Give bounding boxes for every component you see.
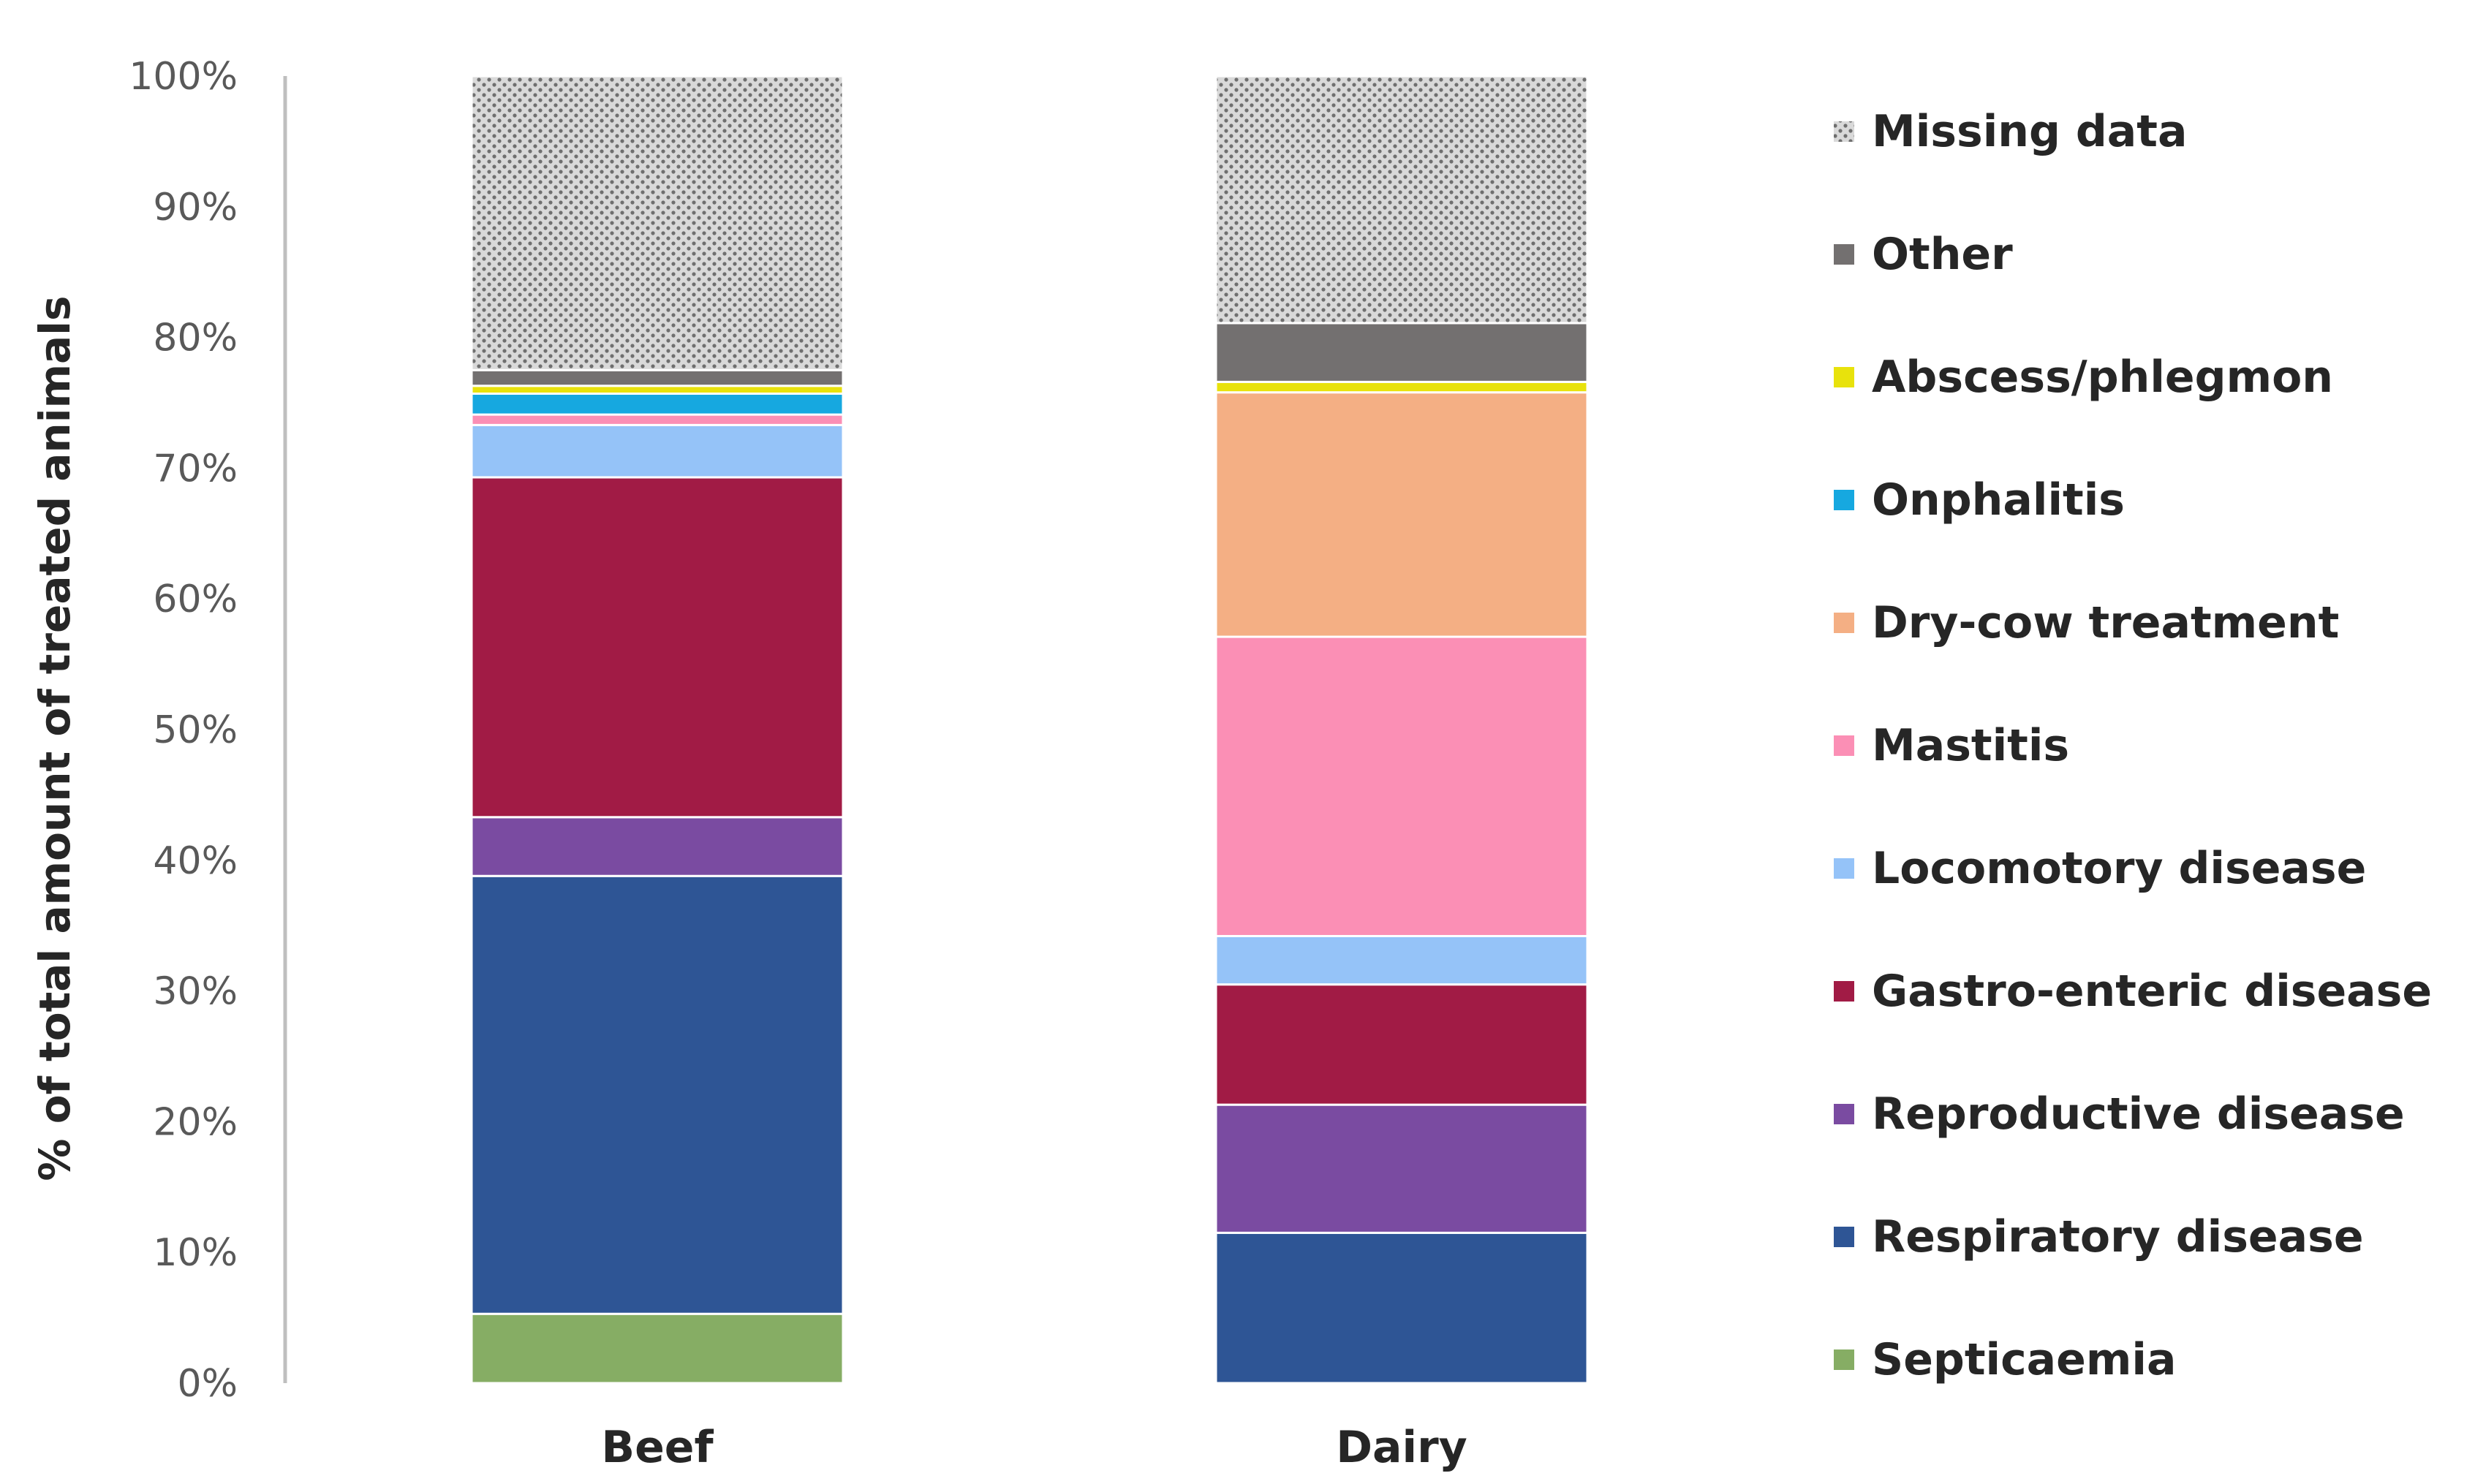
legend-label: Respiratory disease [1872, 1211, 2364, 1262]
bar-segment [1214, 935, 1589, 986]
legend-swatch [1834, 1349, 1854, 1370]
bar-segment [470, 75, 844, 371]
y-tick-label: 100% [129, 55, 238, 99]
y-axis-title: % of total amount of treated animals [30, 295, 80, 1181]
legend-label: Other [1872, 229, 2013, 280]
bar-segment [470, 392, 844, 416]
bar-segment [470, 368, 844, 387]
x-category-label: Dairy [1336, 1422, 1467, 1473]
legend-swatch [1834, 613, 1854, 633]
legend: Missing data Other Abscess/phlegmon Onphali… [1834, 106, 2432, 1385]
bar-segment [1214, 983, 1589, 1106]
bar-segment [1214, 75, 1589, 325]
legend-label: Septicaemia [1872, 1334, 2176, 1385]
y-tick-label: 20% [153, 1100, 238, 1144]
bar-segment [470, 476, 844, 819]
bar-segment [470, 816, 844, 877]
y-tick-label: 30% [153, 970, 238, 1014]
bars [470, 75, 1589, 1385]
legend-swatch [1834, 1104, 1854, 1124]
y-tick-label: 80% [153, 317, 238, 360]
y-tick-label: 60% [153, 578, 238, 621]
x-category-labels: Beef Dairy [601, 1422, 1467, 1473]
y-tick-label: 50% [153, 708, 238, 752]
y-tick-label: 10% [153, 1231, 238, 1275]
legend-label: Abscess/phlegmon [1872, 352, 2333, 403]
bar-segment [1214, 1231, 1589, 1385]
legend-swatch [1834, 1227, 1854, 1247]
legend-label: Locomotory disease [1872, 843, 2366, 894]
legend-swatch [1834, 858, 1854, 879]
x-category-label: Beef [601, 1422, 714, 1473]
legend-label: Onphalitis [1872, 474, 2125, 526]
y-tick-label: 70% [153, 447, 238, 491]
legend-swatch [1834, 244, 1854, 265]
legend-label: Missing data [1872, 106, 2187, 157]
y-tick-label: 40% [153, 839, 238, 883]
y-tick-label: 90% [153, 186, 238, 230]
legend-label: Mastitis [1872, 720, 2069, 771]
bar-segment [1214, 1103, 1589, 1234]
y-tick-label: 0% [178, 1362, 238, 1406]
bar-segment [1214, 380, 1589, 394]
bar-segment [470, 413, 844, 426]
bar-segment [470, 423, 844, 479]
legend-swatch [1834, 981, 1854, 1002]
legend-label: Reproductive disease [1872, 1089, 2405, 1140]
bar-segment [1214, 635, 1589, 938]
bar-segment [470, 874, 844, 1315]
legend-swatch [1834, 367, 1854, 387]
legend-swatch [1834, 490, 1854, 510]
bar-segment [1214, 391, 1589, 638]
y-tick-labels: 0% 10% 20% 30% 40% 50% 60% 70% 80% 90% 100% [129, 55, 238, 1406]
legend-swatch [1834, 735, 1854, 756]
legend-label: Dry-cow treatment [1872, 597, 2339, 648]
bar-segment [470, 1312, 844, 1385]
bar-segment [470, 385, 844, 395]
bar-segment [1214, 322, 1589, 383]
legend-label: Gastro-enteric disease [1872, 966, 2432, 1017]
legend-swatch [1834, 121, 1854, 142]
